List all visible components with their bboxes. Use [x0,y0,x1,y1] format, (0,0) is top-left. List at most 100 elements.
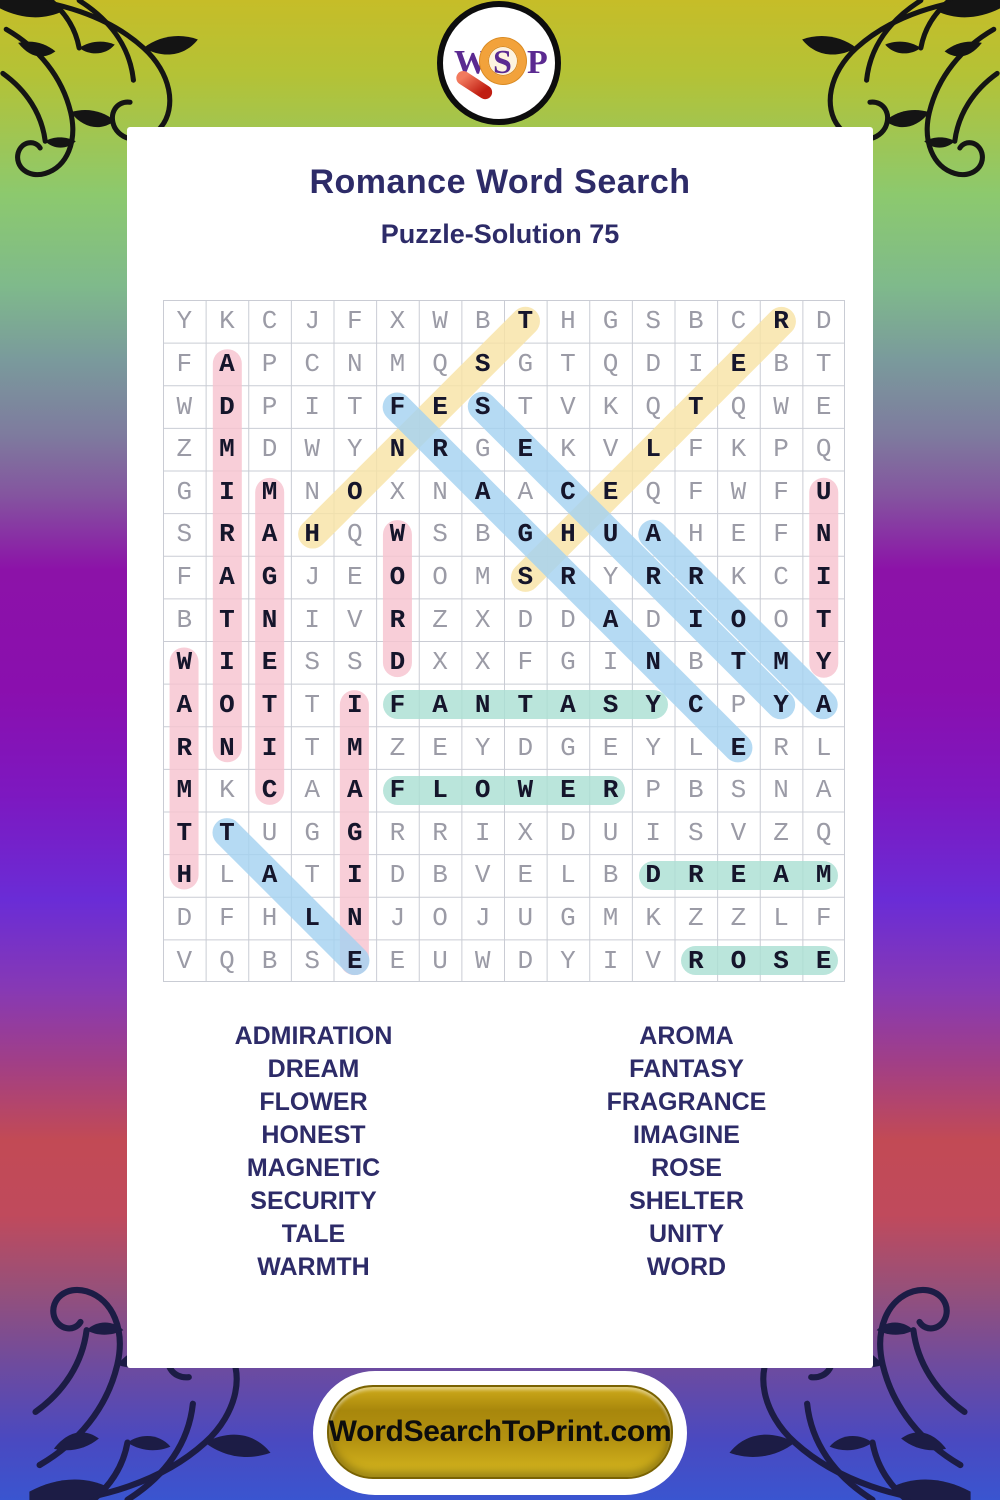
grid-cell: I [304,604,320,635]
grid-cell: E [602,476,619,507]
grid-cell: M [219,434,235,465]
grid-cell: R [773,306,789,337]
grid-cell: O [432,562,448,593]
grid-cell: P [773,434,789,465]
grid-cell: Y [474,732,491,763]
grid-cell: A [773,860,789,891]
grid-cell: R [432,817,448,848]
grid-cell: W [432,306,448,337]
grid-cell: D [219,391,235,422]
grid-cell: K [560,434,576,465]
grid-cell: X [517,817,534,848]
grid-cell: S [773,945,789,976]
grid-cell: A [517,476,534,507]
grid-cell: E [432,391,448,422]
grid-cell: M [347,732,363,763]
word-list-item: UNITY [649,1220,724,1248]
grid-cell: F [176,562,193,593]
grid-cell: E [517,860,534,891]
grid-cell: J [304,562,320,593]
website-link-button[interactable]: WordSearchToPrint.com [327,1385,673,1479]
grid-cell: I [602,647,619,678]
grid-cell: A [176,689,193,720]
grid-cell: Q [602,348,619,379]
grid-cell: V [347,604,363,635]
grid-cell: X [474,604,491,635]
grid-cell: C [730,306,747,337]
grid-cell: A [602,604,619,635]
grid-cell: Q [815,434,832,465]
word-list-item: ADMIRATION [234,1022,393,1050]
grid-cell: E [815,945,832,976]
grid-cell: P [730,689,747,720]
grid-cell: U [261,817,278,848]
grid-cell: D [261,434,278,465]
grid-cell: I [304,391,320,422]
grid-cell: E [815,391,832,422]
grid-cell: S [688,817,704,848]
grid-cell: S [474,391,491,422]
grid-cell: W [730,476,747,507]
grid-cell: F [517,647,534,678]
grid-cell: H [560,306,576,337]
grid-cell: Y [773,689,789,720]
grid-cell: E [389,945,406,976]
grid-cell: N [347,348,363,379]
grid-cell: F [176,348,193,379]
grid-cell: I [645,817,661,848]
grid-cell: D [517,732,534,763]
word-list-item: MAGNETIC [246,1154,381,1182]
grid-cell: U [517,903,534,934]
word-list-item: TALE [281,1220,346,1248]
highlight-layer [163,300,845,982]
grid-cell: O [219,689,235,720]
grid-cell: X [432,647,448,678]
grid-cell: M [389,348,406,379]
word-list-left: ADMIRATION DREAM FLOWER HONEST MAGNETIC SECUR… [127,1020,500,1284]
grid-cell: G [560,647,576,678]
grid-cell: E [347,945,363,976]
grid-cell: V [560,391,576,422]
grid-cell: A [432,689,448,720]
grid-cell: G [261,562,278,593]
grid-cell: L [304,903,320,934]
grid-cell: A [474,476,491,507]
grid-cell: S [304,647,320,678]
grid-cell: K [645,903,661,934]
grid-cell: Z [432,604,448,635]
grid-cell: D [560,817,576,848]
grid-cell: F [815,903,832,934]
grid-cell: I [261,732,278,763]
grid-cell: C [773,562,789,593]
magnifier-icon [480,38,526,84]
grid-cell: A [261,519,278,550]
grid-cell: R [432,434,448,465]
grid-cell: R [219,519,235,550]
grid-cell: O [432,903,448,934]
grid-cell: O [730,604,747,635]
grid-cell: K [602,391,619,422]
grid-cell: B [261,945,278,976]
grid-cell: T [815,604,832,635]
grid-cell: R [389,817,406,848]
grid-cell: G [176,476,193,507]
grid-cell: D [517,604,534,635]
grid-cell: I [219,647,235,678]
word-list-item: SHELTER [629,1187,744,1215]
grid-cell: W [176,647,193,678]
grid-cell: A [560,689,576,720]
word-list-item: SECURITY [250,1187,377,1215]
grid-cell: E [261,647,278,678]
word-list-item: ROSE [651,1154,722,1182]
grid-cell: T [560,348,576,379]
grid-cell: T [304,689,320,720]
grid-cell: Y [560,945,576,976]
wsp-logo: W S P [437,1,561,125]
grid-cell: O [730,945,747,976]
grid-cell: D [645,348,661,379]
grid-cell: S [176,519,193,550]
grid-cell: C [261,306,278,337]
grid-cell: B [688,775,704,806]
grid-cell: T [304,860,320,891]
